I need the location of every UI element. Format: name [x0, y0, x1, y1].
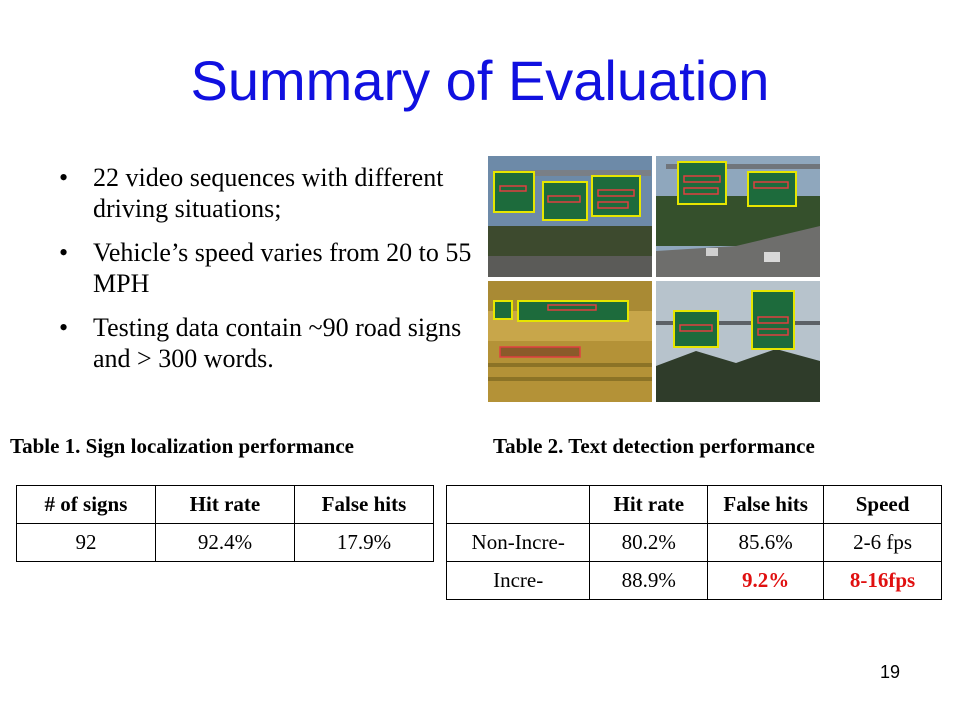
page-number: 19 [879, 662, 900, 682]
table-cell: 88.9% [589, 561, 709, 600]
bullet-item: Vehicle’s speed varies from 20 to 55 MPH [55, 237, 475, 299]
table1-caption: Table 1. Sign localization performance [10, 434, 354, 458]
table-cell: Incre- [445, 561, 591, 600]
sign-localization-table: # of signs Hit rate False hits 92 92.4% … [16, 485, 435, 562]
bullet-item: Testing data contain ~90 road signs and … [55, 312, 475, 374]
table-cell-highlight: 9.2% [707, 561, 825, 600]
table-header-cell: Hit rate [589, 485, 709, 524]
table-header-cell [445, 485, 591, 524]
road-sign-photo-grid [488, 156, 820, 402]
bullet-item: 22 video sequences with different drivin… [55, 162, 475, 224]
table-cell: Non-Incre- [445, 523, 591, 562]
table-header-row: # of signs Hit rate False hits [16, 485, 435, 524]
table-cell: 2-6 fps [823, 523, 942, 562]
text-detection-table: Hit rate False hits Speed Non-Incre- 80.… [445, 485, 942, 600]
road-sign-photo [656, 281, 820, 402]
table-header-cell: # of signs [16, 485, 156, 524]
slide-title: Summary of Evaluation [190, 49, 770, 112]
table-cell: 17.9% [293, 523, 435, 562]
road-sign-photo [488, 281, 652, 402]
table-cell: 92 [16, 523, 156, 562]
table2-caption: Table 2. Text detection performance [493, 434, 815, 458]
table-header-cell: Hit rate [154, 485, 295, 524]
bullet-list: 22 video sequences with different drivin… [55, 162, 475, 387]
table-row: Non-Incre- 80.2% 85.6% 2-6 fps [445, 523, 942, 562]
road-sign-photo [656, 156, 820, 277]
table-header-row: Hit rate False hits Speed [445, 485, 942, 524]
table-cell: 92.4% [154, 523, 295, 562]
road-sign-photo [488, 156, 652, 277]
table-cell-highlight: 8-16fps [823, 561, 942, 600]
table-header-cell: False hits [707, 485, 825, 524]
table-cell: 85.6% [707, 523, 825, 562]
table-header-cell: Speed [823, 485, 942, 524]
table-header-cell: False hits [293, 485, 435, 524]
table-row: 92 92.4% 17.9% [16, 523, 435, 562]
table-row: Incre- 88.9% 9.2% 8-16fps [445, 561, 942, 600]
table-cell: 80.2% [589, 523, 709, 562]
